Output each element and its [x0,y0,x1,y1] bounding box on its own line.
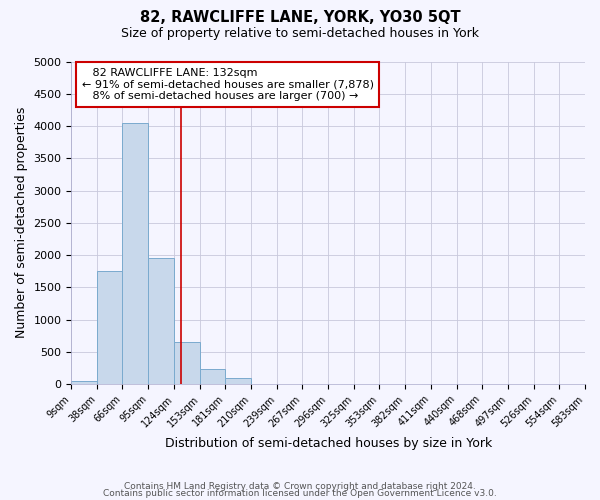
Text: 82, RAWCLIFFE LANE, YORK, YO30 5QT: 82, RAWCLIFFE LANE, YORK, YO30 5QT [140,10,460,25]
Bar [148,258,175,384]
Bar [175,342,200,384]
Text: Size of property relative to semi-detached houses in York: Size of property relative to semi-detach… [121,28,479,40]
Text: Contains public sector information licensed under the Open Government Licence v3: Contains public sector information licen… [103,490,497,498]
Text: 82 RAWCLIFFE LANE: 132sqm
← 91% of semi-detached houses are smaller (7,878)
   8: 82 RAWCLIFFE LANE: 132sqm ← 91% of semi-… [82,68,374,101]
Bar [71,381,97,384]
X-axis label: Distribution of semi-detached houses by size in York: Distribution of semi-detached houses by … [164,437,492,450]
Bar [97,271,122,384]
Bar [122,123,148,384]
Bar [200,368,226,384]
Text: Contains HM Land Registry data © Crown copyright and database right 2024.: Contains HM Land Registry data © Crown c… [124,482,476,491]
Y-axis label: Number of semi-detached properties: Number of semi-detached properties [15,107,28,338]
Bar [226,378,251,384]
